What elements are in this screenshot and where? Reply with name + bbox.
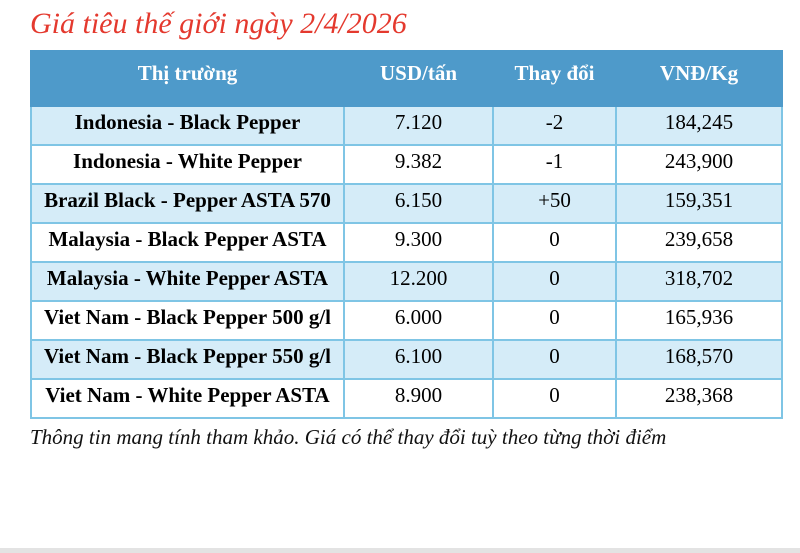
change-cell: -1 xyxy=(492,144,617,185)
table-row: Brazil Black - Pepper ASTA 570 6.150 +50… xyxy=(30,183,783,224)
column-header-change: Thay đổi xyxy=(492,50,617,107)
vnd-price-cell: 239,658 xyxy=(615,222,783,263)
price-table-body: Indonesia - Black Pepper 7.120 -2 184,24… xyxy=(30,105,783,419)
market-cell: Malaysia - Black Pepper ASTA xyxy=(30,222,345,263)
change-cell: 0 xyxy=(492,222,617,263)
market-cell: Viet Nam - Black Pepper 550 g/l xyxy=(30,339,345,380)
table-row: Viet Nam - Black Pepper 500 g/l 6.000 0 … xyxy=(30,300,783,341)
change-cell: 0 xyxy=(492,378,617,419)
vnd-price-cell: 159,351 xyxy=(615,183,783,224)
bottom-window-edge xyxy=(0,548,800,553)
column-header-market: Thị trường xyxy=(30,50,345,107)
market-cell: Indonesia - Black Pepper xyxy=(30,105,345,146)
vnd-price-cell: 165,936 xyxy=(615,300,783,341)
change-cell: 0 xyxy=(492,339,617,380)
usd-price-cell: 9.300 xyxy=(343,222,494,263)
usd-price-cell: 6.150 xyxy=(343,183,494,224)
page-title: Giá tiêu thế giới ngày 2/4/2026 xyxy=(30,7,407,40)
usd-price-cell: 9.382 xyxy=(343,144,494,185)
vnd-price-cell: 318,702 xyxy=(615,261,783,302)
market-cell: Malaysia - White Pepper ASTA xyxy=(30,261,345,302)
market-cell: Viet Nam - Black Pepper 500 g/l xyxy=(30,300,345,341)
footer-note: Thông tin mang tính tham khảo. Giá có th… xyxy=(30,425,667,449)
table-row: Viet Nam - White Pepper ASTA 8.900 0 238… xyxy=(30,378,783,419)
header-row: Thị trường USD/tấn Thay đổi VNĐ/Kg xyxy=(30,50,783,107)
vnd-price-cell: 243,900 xyxy=(615,144,783,185)
market-cell: Viet Nam - White Pepper ASTA xyxy=(30,378,345,419)
table-row: Malaysia - Black Pepper ASTA 9.300 0 239… xyxy=(30,222,783,263)
market-cell: Indonesia - White Pepper xyxy=(30,144,345,185)
usd-price-cell: 8.900 xyxy=(343,378,494,419)
usd-price-cell: 12.200 xyxy=(343,261,494,302)
vnd-price-cell: 168,570 xyxy=(615,339,783,380)
usd-price-cell: 6.100 xyxy=(343,339,494,380)
table-row: Malaysia - White Pepper ASTA 12.200 0 31… xyxy=(30,261,783,302)
table-row: Indonesia - White Pepper 9.382 -1 243,90… xyxy=(30,144,783,185)
table-header: Thị trường USD/tấn Thay đổi VNĐ/Kg xyxy=(30,50,783,107)
pepper-price-table: Thị trường USD/tấn Thay đổi VNĐ/Kg Indon… xyxy=(30,50,783,419)
change-cell: +50 xyxy=(492,183,617,224)
change-cell: -2 xyxy=(492,105,617,146)
column-header-vnd: VNĐ/Kg xyxy=(615,50,783,107)
change-cell: 0 xyxy=(492,261,617,302)
table-row: Indonesia - Black Pepper 7.120 -2 184,24… xyxy=(30,105,783,146)
table-row: Viet Nam - Black Pepper 550 g/l 6.100 0 … xyxy=(30,339,783,380)
vnd-price-cell: 184,245 xyxy=(615,105,783,146)
usd-price-cell: 7.120 xyxy=(343,105,494,146)
usd-price-cell: 6.000 xyxy=(343,300,494,341)
market-cell: Brazil Black - Pepper ASTA 570 xyxy=(30,183,345,224)
vnd-price-cell: 238,368 xyxy=(615,378,783,419)
column-header-usd: USD/tấn xyxy=(343,50,494,107)
change-cell: 0 xyxy=(492,300,617,341)
